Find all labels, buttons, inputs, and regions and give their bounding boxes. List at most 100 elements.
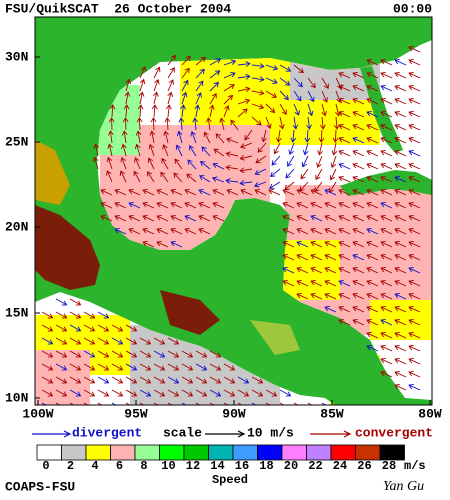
- wind-vector: [338, 240, 351, 248]
- wind-vector: [338, 97, 351, 105]
- wind-vector: [111, 363, 124, 371]
- colorbar-swatch: [159, 444, 185, 461]
- wind-vector: [142, 240, 155, 248]
- wind-vector: [219, 117, 225, 131]
- wind-vector: [151, 104, 158, 118]
- wind-vector: [338, 188, 351, 196]
- wind-vector: [167, 79, 174, 92]
- wind-vector: [153, 389, 166, 397]
- wind-vector: [408, 175, 421, 183]
- wind-vector: [97, 324, 110, 332]
- colorbar-tick: 26: [357, 459, 371, 473]
- wind-vector: [119, 170, 127, 183]
- wind-vector: [69, 298, 82, 306]
- wind-vector: [239, 167, 253, 174]
- wind-vector: [181, 79, 189, 92]
- wind-vector: [352, 149, 365, 157]
- wind-vector: [352, 305, 365, 313]
- wind-vector: [352, 110, 365, 118]
- wind-vector: [163, 130, 169, 144]
- wind-vector: [198, 227, 211, 235]
- wind-vector: [209, 70, 221, 79]
- wind-vector: [128, 214, 141, 222]
- colorbar-swatch: [281, 444, 307, 461]
- wind-field: [41, 45, 421, 405]
- wind-vector: [380, 370, 393, 378]
- wind-vector: [223, 389, 236, 397]
- wind-vector: [261, 129, 267, 143]
- wind-vector: [195, 363, 208, 371]
- wind-vector: [212, 188, 225, 196]
- wind-vector: [310, 279, 323, 287]
- wind-vector: [195, 56, 206, 66]
- wind-vector: [321, 402, 331, 405]
- wind-vector: [251, 76, 265, 83]
- wind-vector: [408, 71, 421, 79]
- wind-vector: [324, 201, 337, 209]
- wind-vector: [319, 116, 326, 130]
- colorbar-swatch: [379, 444, 405, 461]
- wind-vector: [302, 142, 309, 156]
- wind-vector: [213, 148, 225, 157]
- wind-vector: [338, 266, 351, 274]
- wind-vector: [265, 64, 279, 71]
- wind-vector: [251, 63, 265, 69]
- wind-vector: [111, 337, 124, 345]
- wind-vector: [237, 376, 250, 384]
- wind-vector: [173, 172, 183, 183]
- wind-vector: [408, 123, 421, 131]
- wind-vector: [225, 151, 239, 157]
- title: FSU/QuikSCAT 26 October 2004: [5, 1, 231, 16]
- colorbar-unit: m/s: [404, 459, 426, 473]
- wind-vector: [83, 389, 96, 397]
- wind-vector: [181, 55, 191, 66]
- wind-vector: [128, 227, 141, 235]
- wind-vector: [316, 155, 323, 168]
- wind-vector: [282, 214, 295, 222]
- wind-vector: [41, 363, 54, 371]
- wind-vector: [237, 108, 248, 118]
- wind-vector: [69, 402, 79, 405]
- wind-vector: [93, 143, 100, 157]
- colorbar-tick: 20: [284, 459, 298, 473]
- wind-vector: [318, 129, 325, 143]
- wind-vector: [125, 402, 135, 405]
- wind-vector: [156, 201, 169, 209]
- wind-vector: [167, 337, 180, 345]
- wind-vector: [321, 103, 327, 117]
- wind-vector: [201, 146, 211, 157]
- wind-vector: [136, 117, 143, 131]
- wind-vector: [282, 240, 295, 248]
- wind-vector: [408, 266, 421, 274]
- wind-vector: [352, 240, 365, 248]
- wind-vector: [324, 305, 337, 313]
- wind-vector: [109, 104, 116, 118]
- wind-vector: [125, 350, 138, 358]
- wind-vector: [195, 92, 202, 105]
- wind-vector: [125, 324, 138, 332]
- wind-vector: [237, 73, 251, 80]
- wind-vector: [338, 201, 351, 209]
- wind-vector: [142, 201, 155, 209]
- wind-vector: [215, 133, 225, 144]
- wind-vector: [209, 58, 222, 66]
- highland: [35, 140, 70, 205]
- highland: [250, 320, 300, 355]
- wind-vector: [251, 103, 265, 110]
- wind-vector: [55, 376, 68, 384]
- wind-vector: [111, 376, 124, 384]
- colorbar-tick: 18: [259, 459, 273, 473]
- wind-vector: [125, 78, 132, 92]
- wind-vector: [394, 305, 407, 313]
- wind-vector: [338, 84, 351, 92]
- wind-vector: [142, 214, 155, 222]
- colorbar-tick: 0: [42, 459, 49, 473]
- wind-vector: [296, 201, 309, 209]
- wind-vector: [108, 117, 115, 131]
- wind-vector: [125, 376, 138, 384]
- wind-vector: [147, 171, 155, 183]
- wind-vector: [139, 402, 149, 405]
- wind-vector: [279, 77, 291, 86]
- wind-vector: [279, 103, 287, 116]
- colorbar-swatch: [36, 444, 62, 461]
